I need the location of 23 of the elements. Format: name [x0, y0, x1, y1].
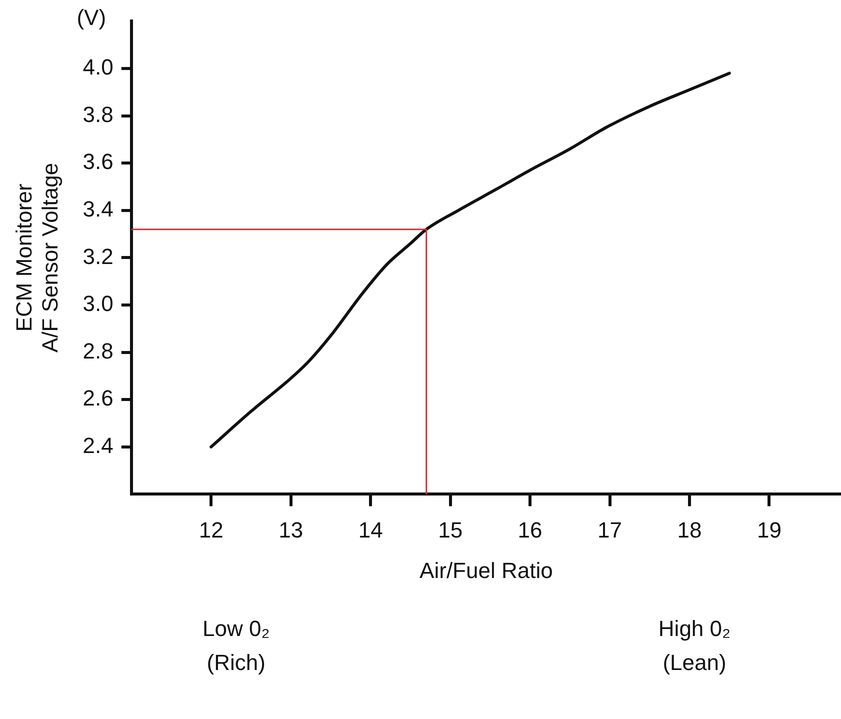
x-tick-label: 13	[278, 517, 304, 542]
y-tick-label: 3.4	[82, 196, 114, 222]
x-tick-label: 18	[677, 517, 702, 542]
y-tick-label: 2.6	[82, 386, 114, 411]
y-tick-label: 2.4	[82, 432, 114, 458]
text: High 0₂ (Lean)	[657, 615, 732, 678]
x-tick-label: 15	[438, 517, 463, 542]
y-tick-label: 3.0	[82, 291, 114, 316]
y-tick-label: 2.8	[82, 338, 114, 364]
y-tick-label: 3.2	[82, 244, 114, 269]
y-tick-label: 3.6	[82, 149, 114, 174]
x-tick-label: 16	[518, 517, 542, 542]
line-series	[210, 72, 731, 448]
y-axis-title: ECM Monitorer A/F Sensor Voltage	[11, 162, 63, 352]
text: (V)	[76, 4, 108, 32]
x-tick-label: 14	[358, 517, 383, 542]
x-tick-label: 19	[757, 517, 782, 542]
x-tick-label: 12	[198, 517, 224, 542]
text: Low 0₂ (Rich)	[201, 615, 271, 678]
y-tick-label: 3.8	[82, 102, 114, 127]
y-tick-label: 4.0	[82, 54, 114, 80]
x-tick-label: 17	[598, 517, 622, 542]
x-axis-title: Air/Fuel Ratio	[420, 558, 553, 583]
